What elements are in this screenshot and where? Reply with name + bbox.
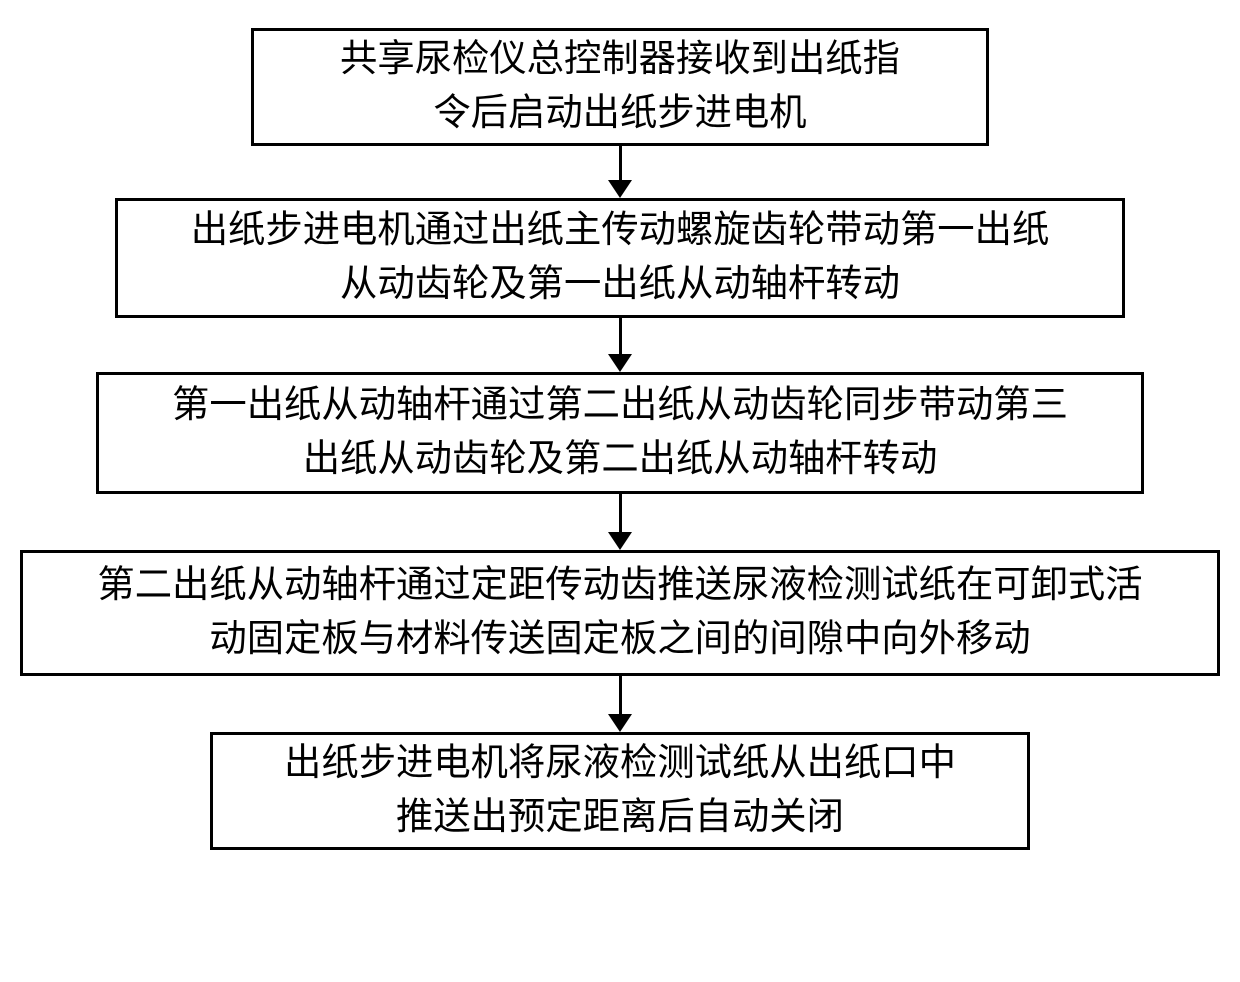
flowchart-container: 共享尿检仪总控制器接收到出纸指 令后启动出纸步进电机出纸步进电机通过出纸主传动螺…: [0, 0, 1240, 850]
flow-node-step2: 出纸步进电机通过出纸主传动螺旋齿轮带动第一出纸 从动齿轮及第一出纸从动轴杆转动: [115, 198, 1125, 318]
flow-arrow-step2-to-step3: [608, 318, 632, 372]
flow-node-step3: 第一出纸从动轴杆通过第二出纸从动齿轮同步带动第三 出纸从动齿轮及第二出纸从动轴杆…: [96, 372, 1144, 494]
arrow-head-icon: [608, 714, 632, 732]
arrow-line: [619, 676, 622, 714]
arrow-line: [619, 494, 622, 532]
flow-node-step4: 第二出纸从动轴杆通过定距传动齿推送尿液检测试纸在可卸式活 动固定板与材料传送固定…: [20, 550, 1220, 676]
flow-arrow-step3-to-step4: [608, 494, 632, 550]
arrow-head-icon: [608, 532, 632, 550]
arrow-line: [619, 146, 622, 180]
arrow-head-icon: [608, 180, 632, 198]
flow-node-step5: 出纸步进电机将尿液检测试纸从出纸口中 推送出预定距离后自动关闭: [210, 732, 1030, 850]
flow-arrow-step4-to-step5: [608, 676, 632, 732]
arrow-line: [619, 318, 622, 354]
flow-node-step1: 共享尿检仪总控制器接收到出纸指 令后启动出纸步进电机: [251, 28, 989, 146]
flow-arrow-step1-to-step2: [608, 146, 632, 198]
arrow-head-icon: [608, 354, 632, 372]
